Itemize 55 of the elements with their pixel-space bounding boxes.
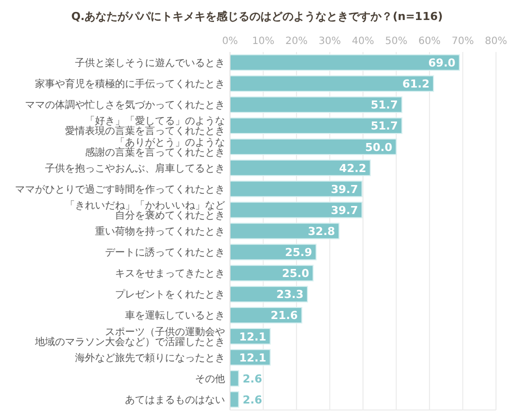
y-tick-label: デートに誘ってくれたとき bbox=[105, 246, 225, 259]
x-tick-label: 70% bbox=[452, 36, 474, 47]
data-label: 61.2 bbox=[402, 78, 430, 91]
x-tick-label: 0% bbox=[222, 36, 238, 47]
y-tick-label: 海外など旅先で頼りになったとき bbox=[75, 352, 225, 364]
y-tick-label: プレゼントをくれたとき bbox=[115, 288, 225, 301]
y-tick-label: ママの体調や忙しさを気づかってくれたとき bbox=[25, 99, 225, 112]
data-label: 69.0 bbox=[428, 56, 456, 70]
bar bbox=[230, 244, 317, 260]
bar bbox=[230, 117, 402, 134]
x-tick-label: 60% bbox=[418, 36, 441, 47]
bar bbox=[230, 391, 240, 408]
x-tick-label: 80% bbox=[484, 36, 508, 47]
bar bbox=[230, 222, 340, 240]
data-label: 42.2 bbox=[339, 162, 366, 175]
y-tick-label: キスをせまってきたとき bbox=[115, 268, 225, 280]
data-label: 2.6 bbox=[242, 372, 262, 386]
bar bbox=[230, 54, 460, 71]
y-tick-label: あてはまるものはない bbox=[125, 394, 225, 406]
bar bbox=[230, 180, 363, 198]
bar bbox=[230, 138, 397, 156]
x-tick-label: 50% bbox=[385, 36, 408, 47]
x-tick-label: 10% bbox=[252, 36, 274, 47]
y-tick-label: 「ありがとう」のような感謝の言葉を言ってくれたとき bbox=[85, 136, 225, 158]
data-label: 12.1 bbox=[239, 330, 266, 344]
data-label: 2.6 bbox=[242, 393, 262, 406]
x-tick-label: 30% bbox=[318, 36, 341, 47]
data-label: 51.7 bbox=[370, 120, 398, 133]
data-label: 50.0 bbox=[365, 140, 393, 154]
data-label: 21.6 bbox=[270, 309, 298, 322]
y-tick-label: その他 bbox=[195, 372, 225, 385]
y-tick-label: スポーツ（子供の運動会や地域のマラソン大会など）で活躍したとき bbox=[34, 326, 225, 348]
bar bbox=[230, 160, 371, 176]
chart-title: Q.あなたがパパにトキメキを感じるのはどのようなときですか？(n=116) bbox=[71, 10, 443, 23]
bar bbox=[230, 202, 363, 218]
y-tick-label: 「好き」「愛してる」のような愛情表現の言葉を言ってくれたとき bbox=[65, 115, 225, 138]
data-label: 25.0 bbox=[282, 267, 310, 280]
x-tick-label: 40% bbox=[352, 36, 374, 47]
data-label: 39.7 bbox=[330, 182, 358, 196]
data-label: 25.9 bbox=[284, 246, 312, 260]
data-label: 23.3 bbox=[276, 288, 304, 302]
y-tick-label: 子供と楽しそうに遊んでいるとき bbox=[75, 57, 225, 70]
data-label: 12.1 bbox=[239, 351, 266, 364]
y-tick-label: 「きれいだね」「かわいいね」など自分を褒めてくれたとき bbox=[65, 199, 225, 222]
y-tick-label: 家事や育児を積極的に手伝ってくれたとき bbox=[35, 78, 225, 90]
x-tick-label: 20% bbox=[285, 36, 308, 47]
data-label: 39.7 bbox=[330, 204, 358, 217]
y-tick-label: 重い荷物を持ってくれたとき bbox=[95, 226, 225, 238]
bar bbox=[230, 75, 434, 92]
data-label: 32.8 bbox=[308, 225, 336, 238]
y-tick-label: 車を運転しているとき bbox=[125, 310, 225, 322]
data-label: 51.7 bbox=[370, 98, 398, 112]
y-tick-label: 子供を抱っこやおんぶ、肩車してるとき bbox=[45, 162, 225, 174]
bar bbox=[230, 96, 402, 113]
y-tick-label: ママがひとりで過ごす時間を作ってくれたとき bbox=[15, 183, 225, 196]
